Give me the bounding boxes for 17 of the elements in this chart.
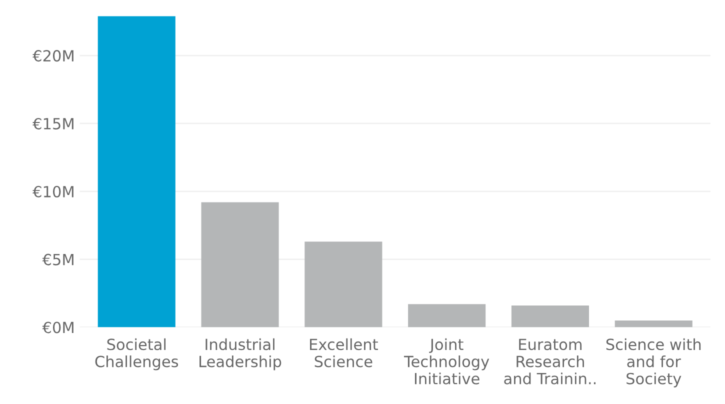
bar xyxy=(614,320,692,328)
bar xyxy=(201,202,279,328)
x-tick-label: Societal Challenges xyxy=(95,338,178,370)
x-tick-label: Euratom Research and Trainin.. xyxy=(504,338,596,384)
x-tick-label: Industrial Leadership xyxy=(200,338,282,370)
y-tick-label: €5M xyxy=(42,254,74,266)
y-tick-label: €20M xyxy=(32,50,74,62)
bar xyxy=(98,16,176,328)
y-tick-label: €15M xyxy=(32,118,74,130)
bar xyxy=(511,306,590,328)
y-tick-label: €10M xyxy=(32,186,74,198)
x-tick-label: Joint Technology Initiative xyxy=(404,338,490,384)
x-tick-label: Excellent Science xyxy=(310,338,378,368)
y-tick-label: €0M xyxy=(42,322,74,334)
x-tick-label: Science with and for Society xyxy=(606,338,701,388)
bar xyxy=(304,242,382,328)
bar xyxy=(408,304,486,328)
